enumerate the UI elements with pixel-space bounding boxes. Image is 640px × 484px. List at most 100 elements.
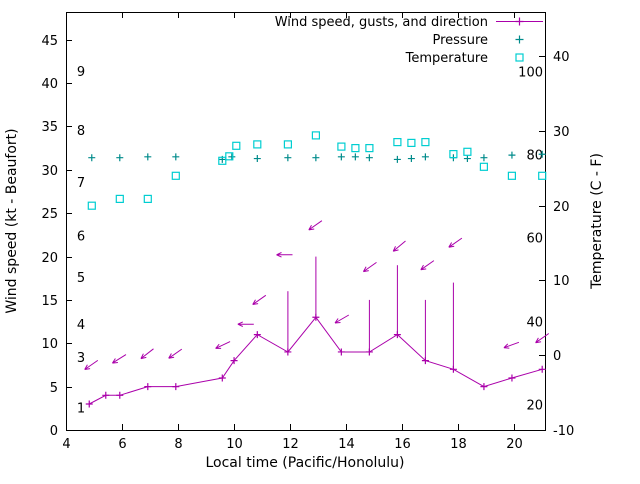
pressure-marker <box>508 151 516 159</box>
temperature-marker <box>225 152 234 161</box>
temperature-marker <box>449 150 458 159</box>
legend-temperature-marker <box>515 53 524 62</box>
beaufort-label: 4 <box>77 318 85 333</box>
beaufort-label: 9 <box>77 65 85 80</box>
pressure-marker <box>463 155 471 163</box>
pressure-marker <box>172 153 180 161</box>
wind-marker <box>337 348 345 356</box>
temperature-marker <box>479 162 488 171</box>
x-tick-label: 20 <box>506 437 523 452</box>
pressure-marker <box>480 154 488 162</box>
left-axis-ticks: 0 5 10 15 20 25 30 35 40 45 <box>41 34 72 439</box>
fahrenheit-label: 60 <box>526 232 543 247</box>
temperature-marker <box>337 142 346 151</box>
wind-marker <box>284 348 292 356</box>
beaufort-label: 3 <box>77 351 85 366</box>
wind-marker <box>508 374 516 382</box>
wind-direction-arrow <box>503 341 520 349</box>
wind-direction-arrow <box>111 354 127 364</box>
temperature-marker <box>365 144 374 153</box>
wind-direction-arrow <box>215 341 231 349</box>
pressure-marker <box>365 154 373 162</box>
temperature-marker <box>538 171 547 180</box>
temperature-marker <box>507 171 516 180</box>
wind-marker <box>480 383 488 391</box>
pressure-marker <box>393 155 401 163</box>
gust-bars <box>287 256 454 370</box>
wind-marker <box>393 331 401 339</box>
wind-marker <box>421 357 429 365</box>
x-tick-label: 16 <box>394 437 411 452</box>
wind-direction-arrow <box>276 252 293 258</box>
right-tick-label: 10 <box>553 274 570 289</box>
beaufort-scale-labels: 1 3 4 5 6 7 8 9 <box>77 65 85 416</box>
wind-direction-arrow <box>535 333 550 344</box>
left-tick-label: 15 <box>41 294 58 309</box>
temperature-marker <box>311 131 320 140</box>
beaufort-label: 7 <box>77 176 85 191</box>
wind-direction-arrow <box>84 359 99 370</box>
right-tick-label: 30 <box>553 125 570 140</box>
wind-direction-arrow <box>252 294 267 305</box>
legend-label-wind: Wind speed, gusts, and direction <box>275 15 488 30</box>
x-tick-label: 14 <box>338 437 355 452</box>
wind-direction-arrow <box>168 348 183 359</box>
legend-pressure-marker <box>515 35 524 44</box>
wind-speed-line <box>88 316 543 405</box>
temperature-series <box>87 131 547 210</box>
wind-direction-arrow <box>392 240 406 252</box>
x-tick-label: 18 <box>450 437 467 452</box>
legend-label-temperature: Temperature <box>405 51 488 66</box>
pressure-marker <box>116 154 124 162</box>
wind-marker <box>102 391 110 399</box>
left-tick-label: 45 <box>41 34 58 49</box>
plot-frame <box>66 12 546 431</box>
legend-label-pressure: Pressure <box>432 33 488 48</box>
temperature-marker <box>351 144 360 153</box>
wind-marker <box>538 365 546 373</box>
temperature-marker <box>283 140 292 149</box>
temperature-marker <box>407 138 416 147</box>
pressure-marker <box>253 155 261 163</box>
right-tick-label: 40 <box>553 50 570 65</box>
plot-border <box>66 12 546 431</box>
wind-direction-arrow <box>334 314 350 324</box>
wind-direction-arrow <box>448 237 463 248</box>
beaufort-label: 8 <box>77 124 85 139</box>
fahrenheit-label: 20 <box>526 398 543 413</box>
temperature-marker <box>87 201 96 210</box>
wind-marker <box>116 391 124 399</box>
x-tick-label: 6 <box>118 437 126 452</box>
temperature-marker <box>218 156 227 165</box>
right-tick-label: 20 <box>553 200 570 215</box>
pressure-marker <box>538 150 546 158</box>
fahrenheit-label: 80 <box>526 149 543 164</box>
pressure-marker <box>351 153 359 161</box>
pressure-marker <box>144 153 152 161</box>
beaufort-label: 5 <box>77 271 85 286</box>
left-tick-label: 40 <box>41 77 58 92</box>
x-axis-title: Local time (Pacific/Honolulu) <box>205 455 404 471</box>
pressure-marker <box>337 153 345 161</box>
beaufort-label: 6 <box>77 230 85 245</box>
wind-marker <box>144 383 152 391</box>
wind-marker <box>85 400 93 408</box>
right-tick-label: 0 <box>553 349 561 364</box>
fahrenheit-label: 100 <box>518 66 543 81</box>
wind-marker <box>230 357 238 365</box>
wind-direction-arrow <box>140 348 154 360</box>
x-axis-ticks: 4 6 8 10 12 14 16 18 20 <box>62 12 523 452</box>
left-tick-label: 0 <box>50 424 58 439</box>
left-tick-label: 20 <box>41 251 58 266</box>
wind-marker <box>449 365 457 373</box>
fahrenheit-label: 40 <box>526 315 543 330</box>
left-tick-label: 35 <box>41 120 58 135</box>
left-axis-title: Wind speed (kt - Beaufort) <box>4 128 20 313</box>
wind-series <box>85 313 546 408</box>
pressure-marker <box>88 154 96 162</box>
x-tick-label: 12 <box>282 437 299 452</box>
wind-direction-arrow <box>237 321 254 327</box>
left-tick-label: 10 <box>41 337 58 352</box>
